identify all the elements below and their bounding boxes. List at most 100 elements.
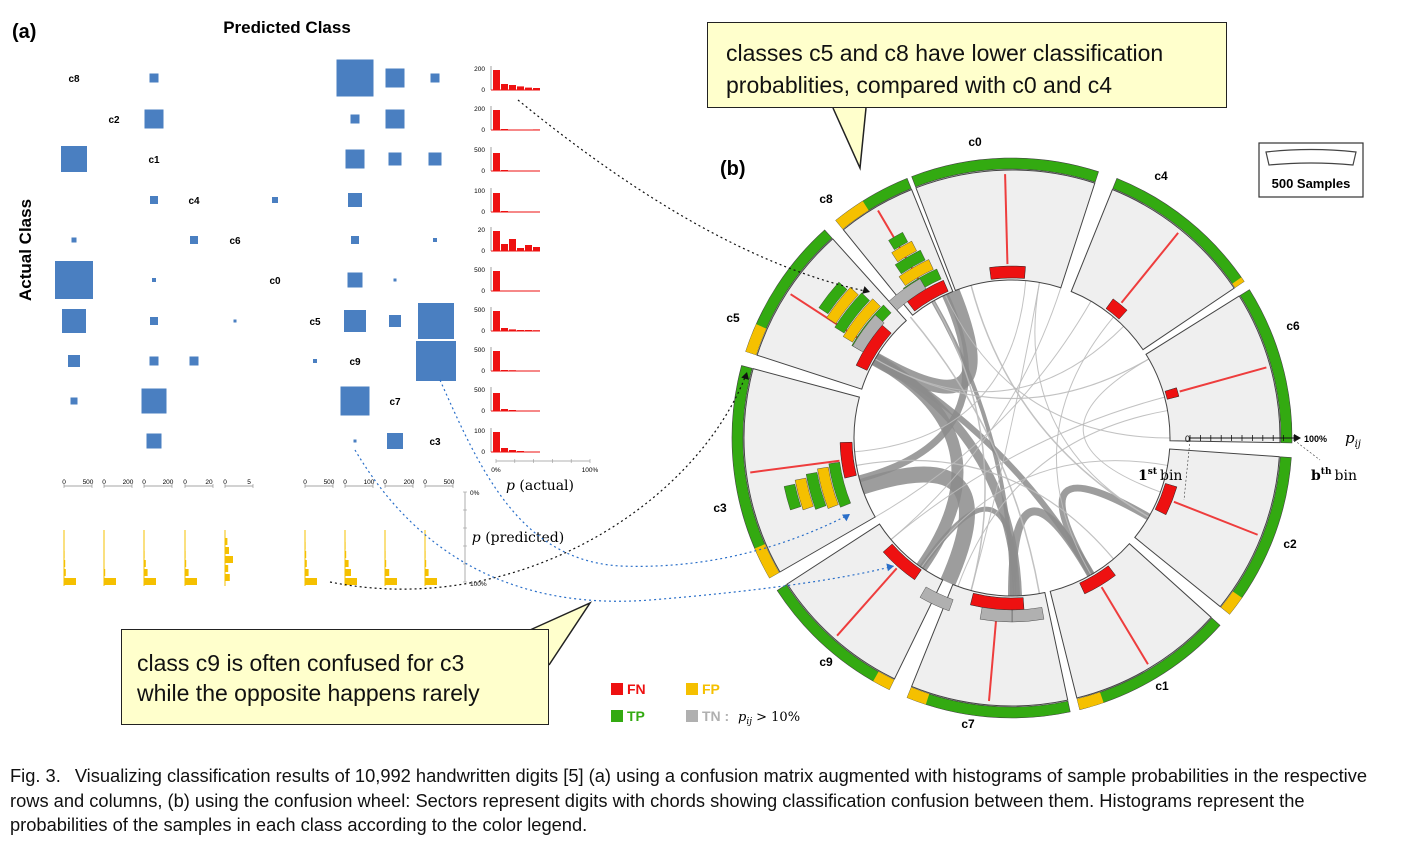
column-histogram: 0 500 xyxy=(303,479,335,586)
row-hist-bar xyxy=(493,311,500,331)
col-hist-tick: 0 xyxy=(423,479,427,486)
col-hist-bar xyxy=(104,578,116,585)
tp-fp-bin xyxy=(828,461,851,508)
chord xyxy=(970,282,1040,591)
row-hist-tick: 500 xyxy=(474,387,485,394)
sector-c9: c9 xyxy=(776,523,944,691)
col-hist-bar xyxy=(385,578,397,585)
col-hist-tick: 0 xyxy=(383,479,387,486)
tn-bin xyxy=(852,314,885,353)
matrix-cell xyxy=(350,114,360,124)
connector xyxy=(439,379,851,567)
col-hist-bar xyxy=(104,569,106,576)
chord xyxy=(944,294,1171,439)
matrix-cell xyxy=(418,303,454,339)
row-hist-tick: 100 xyxy=(474,188,485,195)
axis-symbol: pij xyxy=(1345,429,1361,450)
matrix-cell xyxy=(61,146,87,172)
row-histogram: 500 0 xyxy=(474,267,540,295)
col-hist-bar xyxy=(64,560,66,567)
col-hist-bar xyxy=(185,569,189,576)
col-hist-tick: 500 xyxy=(324,479,335,486)
row-hist-bar xyxy=(533,330,540,331)
row-hist-bar xyxy=(509,85,516,90)
first-bin-label: 1st bin xyxy=(1138,467,1182,484)
chord xyxy=(1058,484,1151,577)
chord xyxy=(1055,316,1114,576)
row-hist-tick: 500 xyxy=(474,307,485,314)
row-hist-tick: 500 xyxy=(474,347,485,354)
matrix-diag-label: c5 xyxy=(309,317,321,328)
sector-c0: c0 xyxy=(911,135,1099,292)
sector-label: c7 xyxy=(961,717,975,731)
col-hist-bar xyxy=(225,565,229,572)
sector-c7: c7 xyxy=(906,583,1071,731)
col-hist-bar xyxy=(185,560,187,567)
axis-end: 100% xyxy=(1304,434,1327,444)
chord xyxy=(874,358,1150,400)
col-hist-tick: 200 xyxy=(163,479,174,486)
matrix-diag-label: c1 xyxy=(148,155,160,166)
matrix-cell xyxy=(350,195,360,205)
sector-fp-ring xyxy=(835,201,869,229)
row-hist-tick: 0 xyxy=(481,328,485,335)
row-hist-bar xyxy=(517,330,524,331)
legend-swatch xyxy=(611,683,623,695)
col-hist-bar xyxy=(345,560,349,567)
sector-c1: c1 xyxy=(1049,543,1221,711)
matrix-cell xyxy=(144,109,164,129)
matrix-cell xyxy=(416,341,456,381)
chord xyxy=(890,287,1062,540)
matrix-cell xyxy=(388,152,402,166)
legend-tp: TP xyxy=(611,708,645,724)
row-hist-bar xyxy=(501,244,508,251)
sector-label: c6 xyxy=(1286,319,1300,333)
row-hist-bar xyxy=(525,245,532,251)
legend-label: FN xyxy=(627,681,646,697)
matrix-cell xyxy=(189,356,199,366)
sector-fp-ring xyxy=(754,544,780,578)
connector-arrowhead xyxy=(841,514,850,522)
callout-bottom-line-2: while the opposite happens rarely xyxy=(137,680,480,706)
actual-class-label: Actual Class xyxy=(16,199,35,301)
matrix-cell xyxy=(68,355,80,367)
col-hist-bar xyxy=(305,578,317,585)
tp-fp-bin xyxy=(817,466,839,509)
col-hist-bar xyxy=(185,551,186,558)
chord xyxy=(909,316,1041,594)
row-hist-tick: 100 xyxy=(474,428,485,435)
row-hist-bar xyxy=(501,448,508,452)
col-hist-bar xyxy=(425,569,429,576)
fn-trail xyxy=(1004,174,1009,265)
col-hist-bar xyxy=(345,542,346,549)
row-hist-bar xyxy=(501,211,508,212)
col-hist-bar xyxy=(345,569,351,576)
row-histogram: 100 0 xyxy=(474,188,540,216)
legend-label: FP xyxy=(702,681,720,697)
column-histogram: 0 200 xyxy=(142,479,174,586)
color-legend: FN FP TP TN : pij > 10% xyxy=(611,681,800,727)
callout-top: classes c5 and c8 have lower classificat… xyxy=(707,22,1227,108)
col-hist-bar xyxy=(425,560,427,567)
fn-histogram-bar xyxy=(1079,565,1116,595)
row-hist-bar xyxy=(493,153,500,171)
sector-body xyxy=(1145,295,1281,444)
row-hist-tick: 20 xyxy=(478,227,486,234)
row-histogram: 20 0 xyxy=(478,227,540,255)
col-hist-bar xyxy=(425,551,426,558)
row-histogram: 100 0 xyxy=(474,428,540,456)
matrix-cell xyxy=(352,156,358,162)
connector xyxy=(329,371,748,590)
row-hist-bar xyxy=(493,393,500,411)
col-hist-bar xyxy=(345,551,347,558)
chord xyxy=(1034,282,1150,518)
sector-tp-ring xyxy=(1112,177,1245,288)
fn-trail xyxy=(1120,232,1179,304)
row-hist-bar xyxy=(509,450,516,452)
row-hist-bar xyxy=(509,239,516,251)
row-hist-tick: 500 xyxy=(474,147,485,154)
row-hist-bar xyxy=(533,129,540,130)
row-hist-bar xyxy=(509,410,516,411)
matrix-cell xyxy=(313,359,317,363)
